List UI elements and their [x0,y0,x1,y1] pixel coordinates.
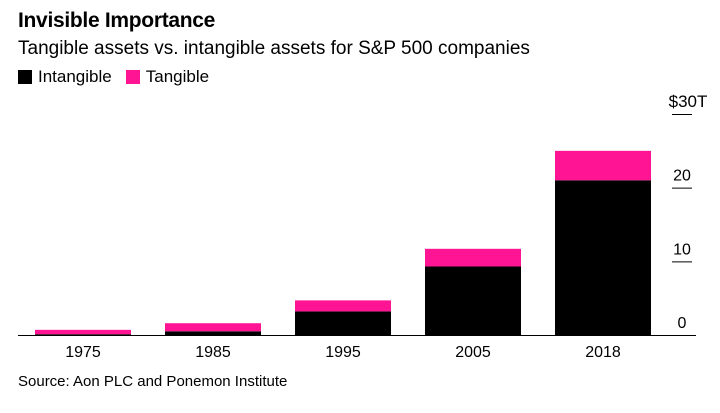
x-tick-label-1985: 1985 [195,344,231,361]
bar-tangible-1995 [295,300,391,312]
bar-tangible-1985 [165,323,261,332]
chart-title: Invisible Importance [18,9,216,32]
legend-swatch-intangible [18,70,32,84]
bar-intangible-1985 [165,331,261,335]
x-tick-label-1995: 1995 [325,344,361,361]
x-tick-label-2018: 2018 [585,344,621,361]
bar-tangible-2005 [425,248,521,267]
legend-item-intangible: Intangible [18,67,112,87]
legend-label-tangible: Tangible [145,67,210,86]
bar-intangible-1995 [295,311,391,335]
x-tick-label-2005: 2005 [455,344,491,361]
bar-tangible-2018 [555,150,651,181]
legend-item-tangible: Tangible [125,67,210,87]
y-tick-label-20: 20 [673,168,691,185]
y-tick-label-0: 0 [678,315,687,332]
y-tick-label-30: $30T [669,92,708,111]
y-tick-label-10: 10 [673,241,691,258]
legend-swatch-tangible [125,70,140,84]
bar-tangible-1975 [35,329,131,335]
bar-intangible-2005 [425,266,521,335]
x-tick-label-1975: 1975 [65,344,101,361]
legend: Intangible Tangible [18,67,223,87]
bar-intangible-2018 [555,180,651,335]
source-note: Source: Aon PLC and Ponemon Institute [18,373,288,390]
legend-label-intangible: Intangible [38,67,112,86]
bar-intangible-1975 [35,334,131,335]
chart-subtitle: Tangible assets vs. intangible assets fo… [18,38,530,59]
